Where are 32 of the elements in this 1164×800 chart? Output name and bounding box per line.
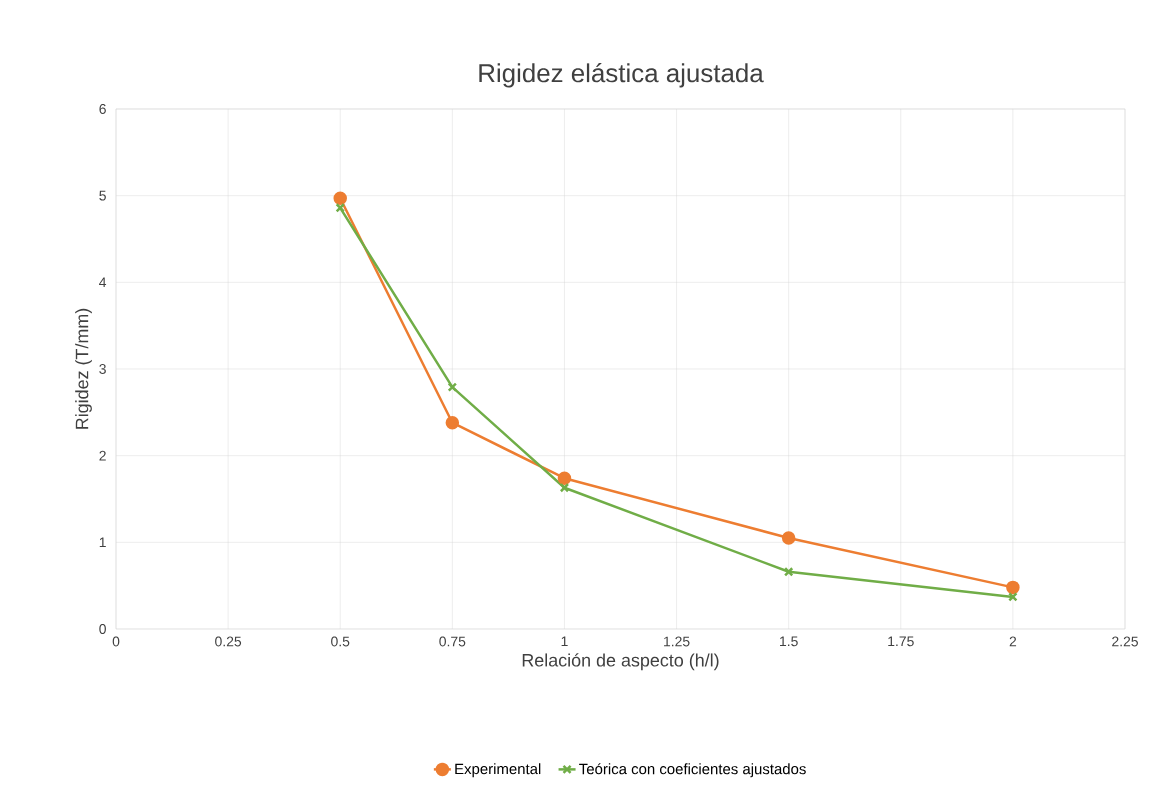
- y-tick-label: 5: [99, 190, 106, 201]
- point: [447, 382, 458, 392]
- point: [557, 471, 572, 485]
- x-tick-label: 0: [112, 636, 120, 647]
- x-tick-label: 1.5: [780, 636, 798, 647]
- x-axis-title: Relación de aspecto (h/l): [522, 653, 719, 671]
- x-tick-label: 2.25: [1112, 636, 1138, 647]
- y-axis-title: Rigidez (T/mm): [75, 308, 92, 429]
- y-tick-label: 0: [99, 624, 106, 634]
- x-tick-label: 0.5: [331, 636, 350, 647]
- y-tick-label: 3: [99, 364, 106, 374]
- point: [781, 531, 796, 545]
- chart-title: Rigidez elástica ajustada: [479, 63, 764, 88]
- point: [1006, 580, 1020, 595]
- x-tick-label: 1.25: [664, 636, 690, 647]
- x-tick-label: 2: [1009, 636, 1017, 647]
- point: [559, 482, 570, 493]
- point: [333, 191, 347, 206]
- y-tick-label: 4: [99, 277, 107, 288]
- x-tick-label: 0.25: [215, 636, 242, 647]
- point: [445, 415, 460, 430]
- point: [1008, 592, 1018, 602]
- legend-label: Teórica con coeficientes ajustados: [579, 763, 806, 778]
- legend-label: Experimental: [455, 763, 541, 778]
- point: [783, 567, 794, 577]
- y-tick-label: 1: [99, 537, 106, 548]
- x-tick-label: 1.75: [888, 636, 914, 647]
- y-tick-label: 6: [99, 104, 106, 114]
- x-tick-label: 0.75: [439, 636, 466, 647]
- x-tick-label: 1: [561, 636, 568, 647]
- y-tick-label: 2: [99, 450, 106, 461]
- point: [335, 203, 346, 213]
